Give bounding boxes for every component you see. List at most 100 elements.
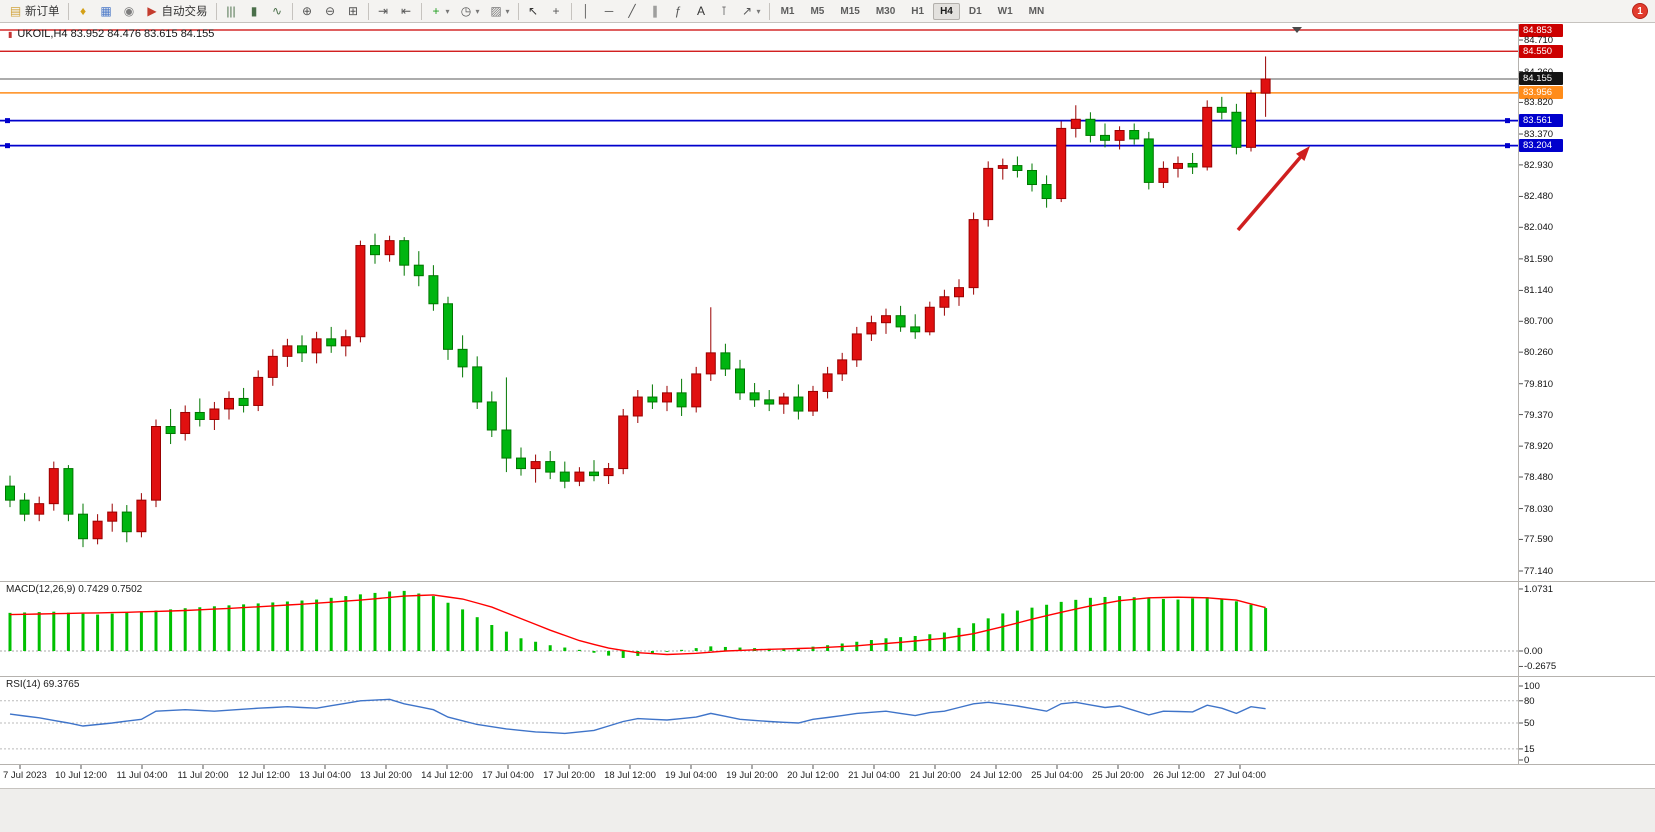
tile-windows-button[interactable]: ⊞: [342, 1, 365, 22]
candle-body: [1202, 106, 1213, 168]
candle-body: [618, 415, 629, 470]
candle-body: [1070, 118, 1081, 129]
timeframe-H1[interactable]: H1: [911, 5, 925, 17]
line-chart-icon: ∿: [271, 3, 283, 18]
timeframe-M15[interactable]: M15: [840, 5, 860, 17]
candle-body: [676, 392, 687, 408]
candle-body: [1100, 134, 1110, 141]
autotrading-button[interactable]: ▶ 自动交易: [141, 1, 213, 22]
data-window-button[interactable]: ▦: [95, 1, 118, 22]
candle-body: [1231, 111, 1242, 148]
text-icon: A: [697, 3, 706, 18]
candle-body: [574, 471, 585, 482]
templates-button[interactable]: ▨ ▾: [485, 1, 515, 22]
candle-body: [924, 306, 935, 333]
toolbar-separator: [367, 2, 369, 20]
candle-body: [267, 355, 278, 378]
toolbar-separator: [420, 2, 422, 20]
candle-body: [311, 338, 322, 354]
auto-scroll-button[interactable]: ⇥: [372, 1, 395, 22]
periods-icon: ◷: [460, 3, 472, 18]
candle-body: [851, 333, 862, 361]
candle-body: [793, 396, 804, 412]
arrow-annotation[interactable]: [1236, 153, 1304, 232]
candle-body: [632, 396, 643, 417]
timeframe-MN[interactable]: MN: [1028, 5, 1045, 17]
cursor-button[interactable]: ↖: [522, 1, 545, 22]
candle-body: [19, 499, 30, 515]
candle-body: [457, 348, 468, 368]
candle-body: [253, 376, 264, 406]
timeframe-M30[interactable]: M30: [875, 5, 896, 17]
timeframe-M1[interactable]: M1: [780, 5, 795, 17]
candle-body: [589, 471, 599, 477]
trendline-button[interactable]: ╱: [621, 1, 644, 22]
candle-body: [107, 511, 118, 522]
candle-body: [778, 396, 789, 405]
timeframe-W1[interactable]: W1: [997, 5, 1013, 17]
periods-button[interactable]: ◷ ▾: [455, 1, 485, 22]
candle-body: [1158, 167, 1169, 183]
candle-body: [282, 345, 293, 357]
candle-body: [151, 426, 161, 501]
candle-body: [384, 240, 395, 256]
navigator-button[interactable]: ◉: [118, 1, 141, 22]
toolbar-separator: [517, 2, 519, 20]
candle-body: [559, 471, 570, 482]
support-line-2-handle[interactable]: [5, 143, 10, 149]
zoom-in-icon: ⊕: [301, 3, 313, 18]
chevron-down-icon: ▾: [475, 6, 480, 16]
candle-body: [1143, 138, 1154, 183]
candle-body: [720, 352, 731, 370]
notification-badge[interactable]: 1: [1632, 3, 1648, 19]
label-button[interactable]: ⊺: [713, 1, 736, 22]
candle-body: [121, 511, 132, 533]
candlestick-chart-button[interactable]: ▮: [243, 1, 266, 22]
candle-body: [340, 336, 351, 347]
candle-body: [1114, 130, 1125, 141]
candle-body: [749, 392, 760, 401]
support-line-2-handle[interactable]: [1505, 143, 1510, 149]
indicators-button[interactable]: + ▾: [425, 1, 455, 22]
line-chart-button[interactable]: ∿: [266, 1, 289, 22]
toolbar-separator: [768, 2, 770, 20]
horizontal-line-button[interactable]: ─: [598, 1, 621, 22]
support-line-1-handle[interactable]: [1505, 118, 1510, 124]
zoom-in-button[interactable]: ⊕: [296, 1, 319, 22]
templates-icon: ▨: [490, 3, 502, 18]
auto-scroll-icon: ⇥: [377, 3, 389, 18]
timeframe-H4[interactable]: H4: [933, 2, 960, 20]
bar-chart-button[interactable]: |||: [220, 1, 243, 22]
candle-body: [1260, 78, 1271, 94]
candle-body: [895, 315, 906, 328]
candle-body: [1085, 118, 1096, 136]
crosshair-button[interactable]: +: [545, 1, 568, 22]
candle-body: [1173, 162, 1183, 169]
vertical-line-button[interactable]: │: [575, 1, 598, 22]
zoom-out-button[interactable]: ⊖: [319, 1, 342, 22]
autotrading-button-label: 自动交易: [161, 6, 208, 18]
candle-body: [63, 468, 74, 515]
channel-button[interactable]: ∥: [644, 1, 667, 22]
market-watch-button[interactable]: ♦: [72, 1, 95, 22]
arrows-button[interactable]: ↗ ▾: [736, 1, 766, 22]
indicators-icon: +: [432, 3, 440, 18]
candle-body: [209, 408, 220, 420]
candle-body: [735, 368, 745, 394]
candle-body: [428, 275, 439, 305]
candle-body: [1246, 92, 1256, 148]
chart-shift-button[interactable]: ⇤: [395, 1, 418, 22]
fibonacci-button[interactable]: ƒ: [667, 1, 690, 22]
candle-body: [78, 513, 88, 540]
candle-body: [662, 392, 672, 403]
timeframe-M5[interactable]: M5: [810, 5, 825, 17]
support-line-1-handle[interactable]: [5, 118, 10, 124]
arrow-annotation-head[interactable]: [1296, 146, 1310, 161]
candle-body: [691, 373, 702, 408]
new-order-button[interactable]: ▤ 新订单: [4, 1, 65, 22]
candle-body: [808, 390, 818, 412]
autotrading-icon: ▶: [147, 3, 157, 18]
timeframe-D1[interactable]: D1: [968, 5, 982, 17]
text-button[interactable]: A: [690, 1, 713, 22]
